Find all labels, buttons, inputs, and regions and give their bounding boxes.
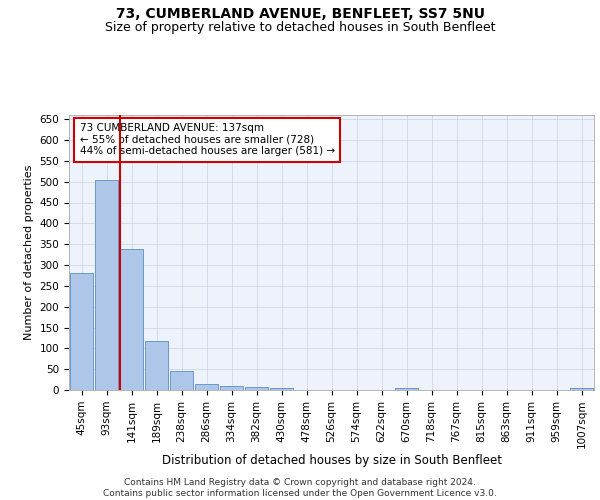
Bar: [570, 388, 593, 390]
Bar: [245, 386, 268, 390]
Bar: [120, 249, 143, 390]
Bar: [220, 386, 243, 390]
Bar: [395, 388, 418, 390]
Text: 73 CUMBERLAND AVENUE: 137sqm
← 55% of detached houses are smaller (728)
44% of s: 73 CUMBERLAND AVENUE: 137sqm ← 55% of de…: [79, 123, 335, 156]
Bar: [270, 388, 293, 390]
Text: Contains HM Land Registry data © Crown copyright and database right 2024.
Contai: Contains HM Land Registry data © Crown c…: [103, 478, 497, 498]
X-axis label: Distribution of detached houses by size in South Benfleet: Distribution of detached houses by size …: [161, 454, 502, 467]
Bar: [170, 371, 193, 390]
Text: Size of property relative to detached houses in South Benfleet: Size of property relative to detached ho…: [105, 21, 495, 34]
Bar: [145, 341, 168, 390]
Y-axis label: Number of detached properties: Number of detached properties: [24, 165, 34, 340]
Bar: [70, 274, 93, 390]
Bar: [195, 384, 218, 390]
Bar: [95, 180, 118, 390]
Text: 73, CUMBERLAND AVENUE, BENFLEET, SS7 5NU: 73, CUMBERLAND AVENUE, BENFLEET, SS7 5NU: [115, 8, 485, 22]
